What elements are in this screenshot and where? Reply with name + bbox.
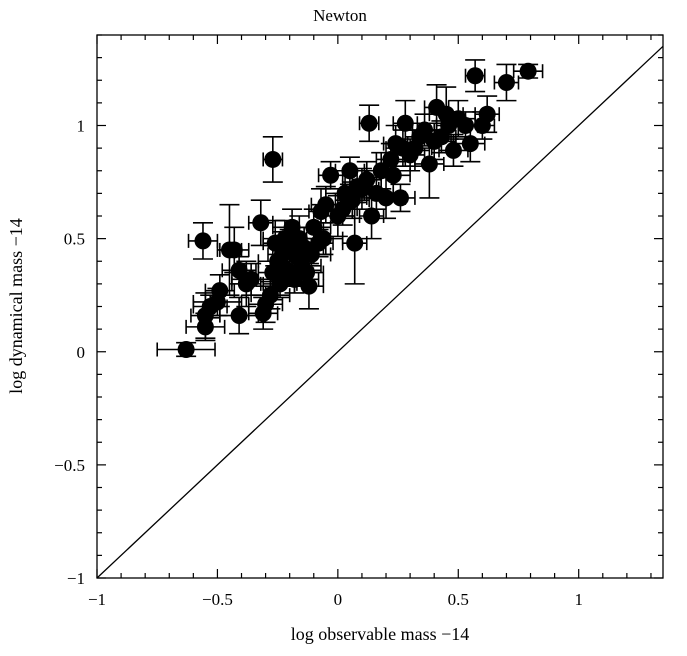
data-point [298,264,316,282]
data-point [391,189,409,207]
x-tick-label: −0.5 [202,590,233,609]
y-axis-label: log dynamical mass −14 [6,218,26,394]
data-point [242,270,260,288]
data-point [478,105,496,123]
data-point [271,275,289,293]
data-point [497,74,515,92]
data-point [230,261,248,279]
data-point [466,67,484,85]
data-point [343,191,361,209]
chart-title: Newton [313,6,367,25]
data-point [177,340,195,358]
data-point [396,114,414,132]
x-tick-label: −1 [88,590,106,609]
data-point [300,277,318,295]
data-point [377,189,395,207]
data-point [416,121,434,139]
data-point [360,114,378,132]
data-point [457,117,475,134]
data-point [261,286,279,304]
data-point [363,207,381,225]
data-point [382,150,400,168]
y-tick-label: 1 [77,117,86,136]
data-point [461,135,479,153]
data-point [346,234,364,252]
data-point [384,166,402,184]
data-point [305,218,323,236]
data-point [194,232,212,250]
data-points [177,62,537,358]
reference-line [96,45,664,579]
data-point [252,214,270,232]
data-point [420,155,438,173]
data-point [444,141,462,159]
data-point [317,196,335,214]
data-point [230,307,248,325]
y-tick-label: 0.5 [64,230,85,249]
data-point [358,171,376,189]
x-axis-label: log observable mass −14 [291,624,470,644]
x-tick-label: 0 [334,590,343,609]
x-tick-label: 1 [574,590,583,609]
y-tick-label: −1 [67,569,85,588]
axis-ticks: −1 −0.5 0 0.5 1 −1 −0.5 0 0.5 1 [54,34,663,609]
data-point [519,62,537,80]
data-point [225,241,243,259]
data-point [341,162,359,180]
plot-frame [96,34,664,579]
data-point [211,282,229,300]
data-point [322,166,340,184]
y-tick-label: −0.5 [54,456,85,475]
x-tick-label: 0.5 [448,590,469,609]
data-point [314,230,332,248]
identity-line [96,45,664,579]
y-tick-label: 0 [77,343,86,362]
data-point [264,150,282,168]
